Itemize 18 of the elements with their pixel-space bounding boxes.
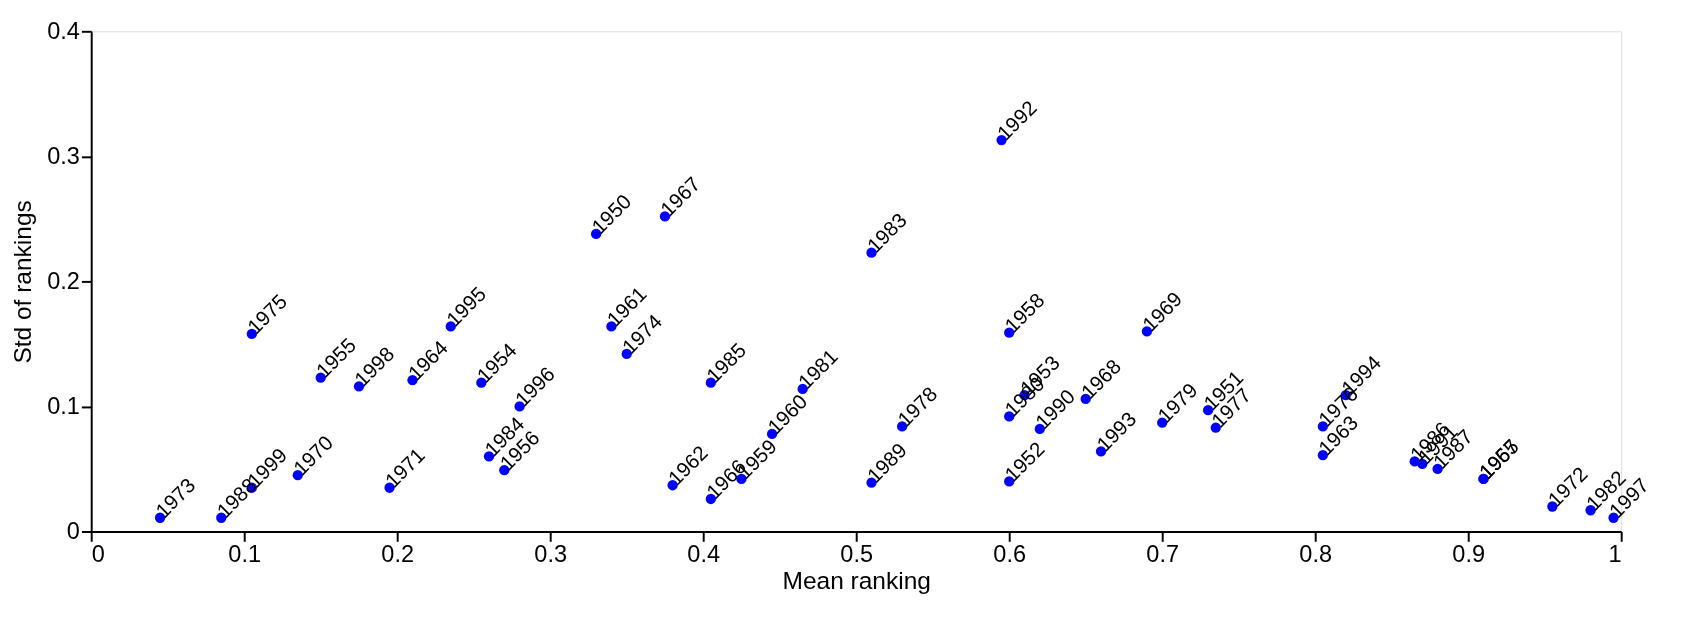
y-tick-label: 0.3 [47,142,80,169]
y-axis-title: Std of rankings [8,200,36,364]
x-tick-label: 0 [91,541,105,568]
y-tick-label: 0 [66,517,80,544]
y-tick-label: 0.1 [47,392,80,419]
x-tick-label: 0.1 [228,541,262,568]
x-tick-label: 0.2 [381,541,415,568]
x-tick-label: 0.5 [840,541,874,568]
x-tick-label: 1 [1608,541,1622,568]
x-tick-label: 0.3 [534,541,568,568]
x-axis-title: Mean ranking [782,566,931,594]
x-tick-label: 0.4 [687,541,721,568]
y-tick-label: 0.4 [47,17,80,44]
x-tick-label: 0.9 [1452,541,1486,568]
x-tick-label: 0.7 [1146,541,1180,568]
x-tick-label: 0.6 [993,541,1027,568]
y-tick-label: 0.2 [47,267,80,294]
x-tick-label: 0.8 [1299,541,1333,568]
